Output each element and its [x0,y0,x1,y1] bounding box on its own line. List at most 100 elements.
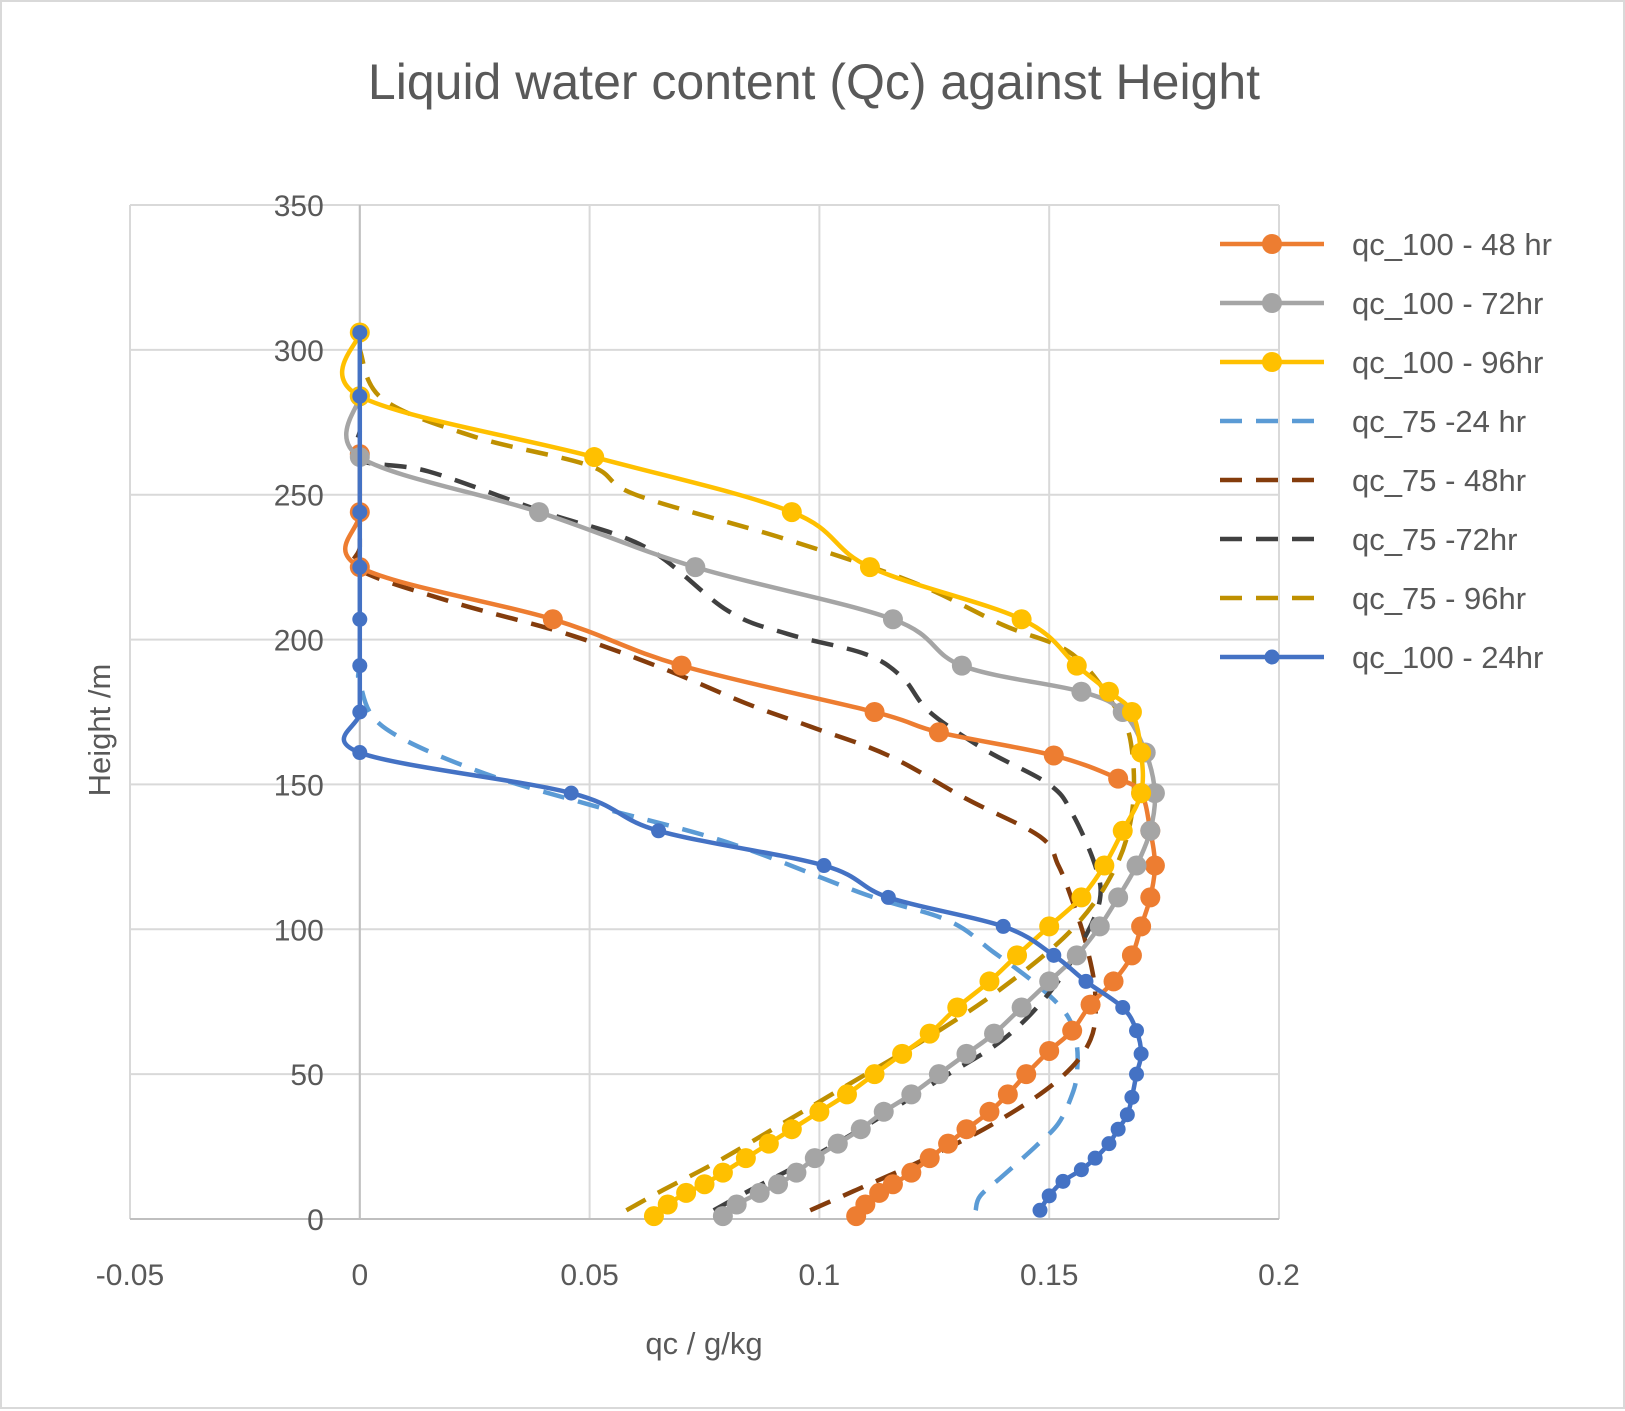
legend-label: qc_75 -24 hr [1352,404,1526,439]
data-point [997,1084,1018,1105]
data-point [1121,702,1142,722]
y-tick-label: 0 [307,1204,324,1237]
data-point [855,1194,876,1215]
legend-entry: qc_75 - 96hr [1220,581,1526,616]
data-point [563,785,579,801]
x-tick-label: 0.2 [1258,1259,1300,1292]
data-point [873,1101,894,1122]
y-tick-label: 100 [274,914,324,947]
legend-entry: qc_75 -72hr [1220,522,1517,557]
legend-label: qc_100 - 96hr [1352,345,1543,380]
y-tick-label: 300 [274,335,324,368]
data-point [749,1182,770,1203]
series-qc-75-24-hr [355,668,1080,1211]
data-point [919,1023,940,1044]
y-tick-label: 350 [274,190,324,223]
data-point [1094,855,1115,876]
data-point [352,745,368,761]
legend-swatch-marker [1262,293,1282,313]
data-point [1062,1020,1083,1041]
data-point [1039,916,1060,937]
data-point [1011,997,1032,1018]
legend-label: qc_75 -72hr [1352,522,1517,557]
data-point [1011,609,1032,630]
y-tick-label: 200 [274,625,324,658]
data-point [694,1174,715,1195]
y-tick-label: 50 [290,1059,323,1092]
data-point [758,1133,779,1154]
data-point [1039,971,1060,992]
data-point [928,1064,949,1085]
series-qc-100-24hr [341,324,1149,1218]
data-point [938,1133,959,1154]
legend-label: qc_100 - 72hr [1352,286,1543,321]
data-point [901,1162,922,1183]
data-point [1108,887,1129,908]
data-point [781,1119,802,1140]
legend-entry: qc_100 - 72hr [1220,286,1543,321]
data-point [712,1206,733,1227]
data-point [1133,1046,1149,1062]
data-point [1101,1136,1117,1152]
series-qc-75-96hr [357,348,1137,1213]
data-point [1039,1040,1060,1061]
data-point [880,889,896,905]
series-line [352,430,1103,1213]
y-tick-label: 150 [274,769,324,802]
data-point [1126,855,1147,876]
data-point [928,722,949,743]
data-point [892,1043,913,1064]
data-point [951,655,972,676]
data-point [1129,1066,1145,1082]
data-point [919,1148,940,1169]
x-tick-label: -0.05 [96,1259,164,1292]
y-axis-label: Height /m [82,664,117,797]
data-point [712,1162,733,1183]
data-point [979,1101,1000,1122]
series-line [343,454,1158,1218]
x-tick-label: 0 [351,1259,368,1292]
data-point [671,655,692,676]
data-point [1041,1188,1057,1204]
data-point [956,1043,977,1064]
data-point [947,997,968,1018]
y-tick-label: 250 [274,480,324,513]
data-point [584,447,605,468]
series-qc-75-48hr [350,509,1098,1213]
data-point [882,609,903,630]
data-point [1066,945,1087,966]
data-point [901,1084,922,1105]
data-point [1080,994,1101,1015]
legend-entry: qc_100 - 24hr [1220,640,1543,675]
data-point [809,1101,830,1122]
legend-entry: qc_100 - 96hr [1220,345,1543,380]
data-point [657,1194,678,1215]
data-point [850,1119,871,1140]
data-point [781,502,802,523]
data-point [1112,820,1133,841]
data-point [1108,768,1129,789]
data-point [1124,1089,1140,1105]
data-point [882,1174,903,1195]
data-point [1007,945,1028,966]
data-point [995,918,1011,934]
data-point [1078,973,1094,989]
series-qc-75-72hr [352,430,1103,1213]
legend-label: qc_100 - 48 hr [1352,227,1552,262]
data-point [735,1148,756,1169]
data-point [1140,887,1161,908]
data-point [1046,947,1062,963]
data-point [1119,1107,1135,1123]
data-point [676,1182,697,1203]
data-point [768,1174,789,1195]
data-point [1071,681,1092,702]
data-point [816,858,832,874]
data-point [1121,945,1142,966]
data-point [352,611,368,627]
data-point [956,1119,977,1140]
series-line [355,668,1080,1211]
data-point [864,1064,885,1085]
data-point [1098,681,1119,702]
data-point [542,609,563,630]
data-point [1032,1202,1048,1218]
